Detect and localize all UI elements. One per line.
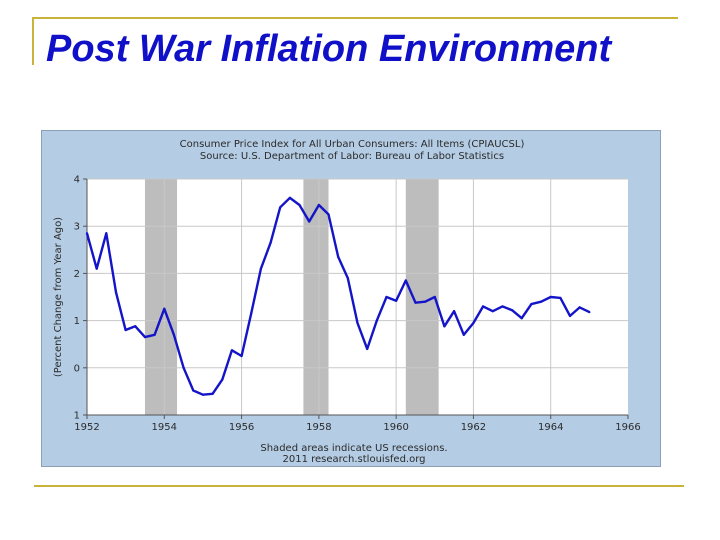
bottom-accent-rule (34, 485, 684, 487)
data-point (520, 317, 523, 320)
data-point (143, 336, 147, 339)
data-point (424, 300, 427, 303)
data-point (240, 354, 243, 358)
data-point (443, 325, 446, 328)
data-point (366, 347, 369, 351)
data-point (404, 279, 407, 282)
data-point (472, 321, 475, 325)
data-point (269, 241, 272, 244)
data-point (395, 299, 398, 302)
data-point (588, 311, 591, 314)
y-tick-label-3: 2 (74, 269, 80, 280)
recession-band-0 (144, 179, 178, 415)
data-point (385, 295, 388, 299)
data-point (259, 267, 262, 270)
data-point (230, 349, 234, 352)
data-point (201, 393, 205, 396)
data-point (356, 321, 359, 325)
data-point (539, 300, 543, 303)
data-point (481, 305, 485, 308)
data-point (308, 220, 311, 223)
chart-footnote-recessions: Shaded areas indicate US recessions. (260, 443, 447, 454)
x-tick-label-5: 1962 (461, 422, 486, 433)
chart-title: Consumer Price Index for All Urban Consu… (180, 139, 525, 150)
data-point (453, 310, 456, 313)
data-point (568, 314, 572, 317)
data-point (578, 306, 581, 309)
data-point (317, 203, 320, 207)
data-point (192, 389, 195, 392)
data-point (346, 277, 349, 280)
y-tick-label-4: 3 (74, 222, 80, 233)
data-point (105, 232, 108, 235)
recession-band-1 (303, 179, 329, 415)
series-layer (85, 196, 591, 396)
data-point (153, 333, 156, 336)
data-point (172, 333, 176, 336)
data-point (530, 302, 533, 306)
data-point (250, 312, 253, 315)
data-point (182, 366, 185, 369)
data-point (134, 325, 137, 328)
y-tick-label-1: 0 (74, 363, 80, 374)
data-point (433, 295, 436, 299)
data-point (85, 232, 89, 235)
data-point (298, 203, 301, 207)
data-point (114, 291, 118, 294)
y-axis-label: (Percent Change from Year Ago) (53, 217, 64, 377)
top-accent-rule (32, 17, 678, 19)
plot-area (87, 179, 628, 415)
data-point (279, 206, 282, 209)
x-tick-label-7: 1966 (615, 422, 640, 433)
data-point (163, 307, 166, 310)
left-accent-rule (32, 17, 34, 65)
data-point (95, 267, 98, 270)
data-point (288, 196, 291, 199)
cpi-line-chart: 1 0 1 2 3 4 1952 1954 1956 1958 1960 1962 1964 1966 C… (53, 139, 641, 465)
y-tick-label-0: 1 (74, 411, 80, 422)
chart-panel: 1 0 1 2 3 4 1952 1954 1956 1958 1960 1962 1964 1966 C… (41, 130, 661, 467)
data-point (211, 392, 214, 395)
data-point (327, 213, 330, 216)
data-point (221, 378, 224, 381)
x-tick-label-6: 1964 (538, 422, 563, 433)
x-tick-label-3: 1958 (306, 422, 331, 433)
axes: 1 0 1 2 3 4 1952 1954 1956 1958 1960 1962 1964 1966 (74, 175, 641, 434)
data-point (414, 301, 417, 304)
y-tick-label-5: 4 (74, 175, 80, 186)
chart-subtitle: Source: U.S. Department of Labor: Bureau… (200, 151, 504, 162)
data-point (491, 310, 494, 313)
data-point (501, 305, 504, 308)
data-point (559, 296, 562, 300)
data-point (124, 328, 127, 332)
x-tick-label-2: 1956 (229, 422, 254, 433)
data-point (337, 255, 340, 258)
data-point (510, 309, 514, 312)
chart-footnote-source: 2011 research.stlouisfed.org (282, 454, 425, 465)
x-tick-label-4: 1960 (383, 422, 408, 433)
slide-title: Post War Inflation Environment (46, 28, 612, 70)
y-tick-label-2: 1 (74, 316, 80, 327)
x-tick-label-0: 1952 (74, 422, 99, 433)
data-point (549, 295, 552, 299)
data-point (375, 319, 378, 322)
data-point (462, 333, 465, 336)
x-tick-label-1: 1954 (152, 422, 177, 433)
